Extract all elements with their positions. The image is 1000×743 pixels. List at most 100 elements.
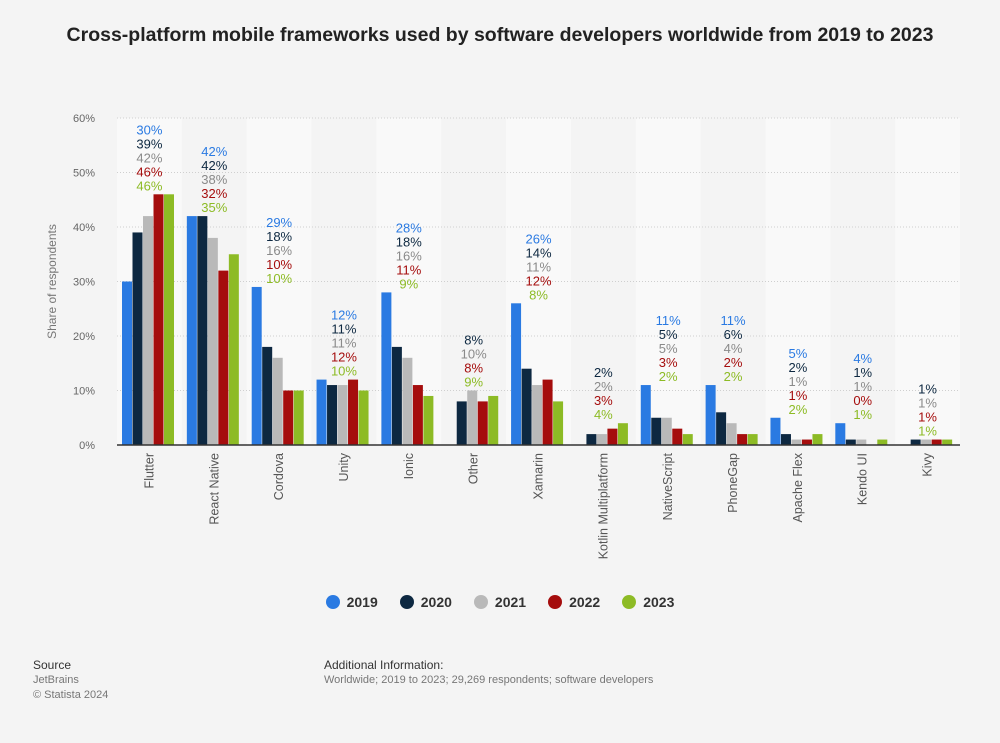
x-tick-label: Xamarin <box>532 453 546 500</box>
data-label: 10% <box>266 271 292 286</box>
y-axis-label: Share of respondents <box>45 224 59 339</box>
source-label: Source <box>33 658 72 672</box>
bar-kotlin-multiplatform-2022 <box>607 428 618 445</box>
y-tick-label: 0% <box>79 440 95 452</box>
bar-unity-2021 <box>337 385 348 445</box>
data-label: 0% <box>853 393 872 408</box>
legend-label: 2020 <box>420 594 452 610</box>
data-label: 5% <box>788 346 807 361</box>
bar-nativescript-2020 <box>651 417 662 445</box>
data-label: 8% <box>464 361 483 376</box>
data-label: 2% <box>788 360 807 375</box>
data-label: 12% <box>331 308 357 323</box>
x-tick-label: Cordova <box>272 453 286 500</box>
bar-other-2023 <box>488 395 499 445</box>
bar-ionic-2023 <box>423 395 434 445</box>
y-tick-label: 20% <box>73 331 95 343</box>
bar-unity-2023 <box>358 390 369 445</box>
data-label: 3% <box>659 355 678 370</box>
data-label: 1% <box>788 388 807 403</box>
bar-apache-flex-2021 <box>791 439 802 445</box>
bar-ionic-2022 <box>412 385 423 445</box>
bar-phonegap-2023 <box>747 434 758 445</box>
bar-xamarin-2023 <box>553 401 564 445</box>
data-label: 1% <box>918 424 937 439</box>
legend-dot-icon <box>473 595 488 609</box>
bar-flutter-2021 <box>143 216 153 445</box>
x-tick-label: Unity <box>337 452 351 481</box>
legend-item-2020[interactable]: 2020 <box>399 594 452 610</box>
y-tick-label: 30% <box>73 277 95 289</box>
data-label: 18% <box>266 229 292 244</box>
data-label: 11% <box>396 262 421 277</box>
data-label: 46% <box>136 178 162 193</box>
bar-kendo-ui-2019 <box>835 423 846 445</box>
bar-phonegap-2020 <box>716 412 727 445</box>
x-tick-label: Ionic <box>402 453 416 479</box>
bar-cordova-2022 <box>283 390 294 445</box>
bar-ionic-2019 <box>381 292 392 445</box>
x-tick-label: NativeScript <box>661 452 675 520</box>
legend-item-2022[interactable]: 2022 <box>548 594 600 610</box>
bar-unity-2019 <box>316 379 327 445</box>
data-label: 10% <box>461 347 487 362</box>
data-label: 30% <box>136 122 162 137</box>
data-label: 6% <box>724 327 743 342</box>
legend-label: 2021 <box>494 594 527 610</box>
additional-label: Additional Information: <box>324 658 444 672</box>
bar-apache-flex-2020 <box>780 434 791 445</box>
bar-kendo-ui-2020 <box>845 439 856 445</box>
legend-dot-icon <box>325 595 340 609</box>
legend-dot-icon <box>548 595 563 609</box>
data-label: 12% <box>525 273 551 288</box>
bar-react-native-2022 <box>218 270 229 445</box>
legend-label: 2022 <box>569 594 601 610</box>
y-tick-label: 10% <box>73 386 95 398</box>
legend-item-2023[interactable]: 2023 <box>622 594 674 610</box>
bar-phonegap-2019 <box>705 385 716 445</box>
legend-item-2021[interactable]: 2021 <box>473 594 527 610</box>
data-label: 5% <box>659 341 678 356</box>
x-tick-label: React Native <box>207 453 221 525</box>
bar-apache-flex-2023 <box>812 434 823 445</box>
additional-info: Additional Information: Worldwide; 2019 … <box>324 658 653 688</box>
x-tick-label: Flutter <box>142 453 156 488</box>
data-label: 10% <box>266 257 292 272</box>
bar-react-native-2019 <box>186 216 197 445</box>
data-label: 1% <box>918 382 937 397</box>
bar-other-2020 <box>456 401 467 445</box>
data-label: 8% <box>529 287 548 302</box>
data-label: 5% <box>659 327 678 342</box>
data-label: 8% <box>464 333 483 348</box>
data-label: 2% <box>594 365 613 380</box>
data-label: 2% <box>594 379 613 394</box>
source-name[interactable]: JetBrains <box>33 674 79 686</box>
chart-title: Cross-platform mobile frameworks used by… <box>66 24 934 46</box>
data-label: 26% <box>525 231 551 246</box>
bar-other-2021 <box>467 390 478 445</box>
x-tick-label: PhoneGap <box>726 453 740 513</box>
legend-item-2019[interactable]: 2019 <box>325 594 378 610</box>
data-label: 42% <box>136 150 162 165</box>
bar-kivy-2021 <box>921 439 932 445</box>
bar-other-2022 <box>477 401 488 445</box>
bar-unity-2020 <box>327 385 338 445</box>
bar-phonegap-2022 <box>737 434 748 445</box>
legend-dot-icon <box>622 595 637 609</box>
bar-kivy-2020 <box>910 439 921 445</box>
bar-kotlin-multiplatform-2023 <box>617 423 628 445</box>
data-label: 39% <box>136 136 162 151</box>
bar-react-native-2023 <box>228 254 239 445</box>
bar-kivy-2023 <box>942 439 953 445</box>
data-label: 2% <box>788 402 807 417</box>
data-label: 1% <box>788 374 807 389</box>
copyright: © Statista 2024 <box>33 689 109 701</box>
bar-kendo-ui-2023 <box>877 439 888 445</box>
data-label: 9% <box>464 375 483 390</box>
data-label: 4% <box>724 341 743 356</box>
bar-cordova-2023 <box>293 390 304 445</box>
legend-label: 2023 <box>643 594 675 610</box>
bar-react-native-2021 <box>207 237 218 445</box>
bar-ionic-2020 <box>391 346 402 445</box>
data-label: 16% <box>396 248 422 263</box>
